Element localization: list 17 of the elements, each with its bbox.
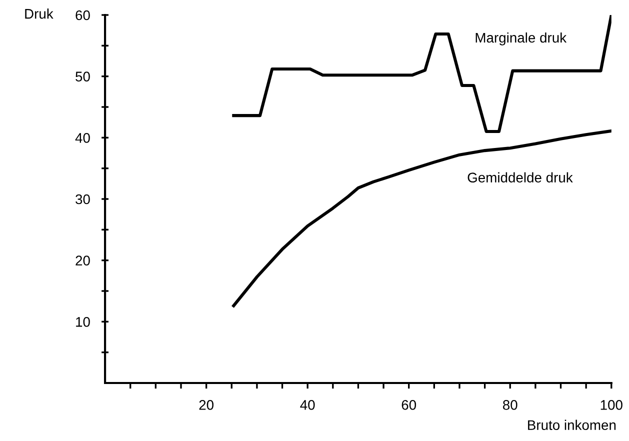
y-tick-label: 40 [75,133,90,143]
y-tick-label: 60 [76,10,90,20]
line-series [232,14,612,134]
x-tick-label: 40 [300,400,315,410]
series-label: Gemiddelde druk [468,172,573,182]
x-tick-label: 80 [503,400,518,410]
x-axis-title: Bruto inkomen [528,420,616,430]
series-label: Marginale druk [476,32,567,46]
y-tick-label: 10 [76,317,90,327]
x-tick-label: 100 [600,400,622,410]
y-tick-label: 50 [76,72,90,82]
x-tick-label: 20 [199,400,214,410]
y-axis-title: Druk [25,8,54,19]
x-tick-label: 60 [402,400,416,410]
line-series [232,129,612,308]
y-tick-label: 20 [76,256,90,266]
y-tick-label: 30 [76,194,90,204]
